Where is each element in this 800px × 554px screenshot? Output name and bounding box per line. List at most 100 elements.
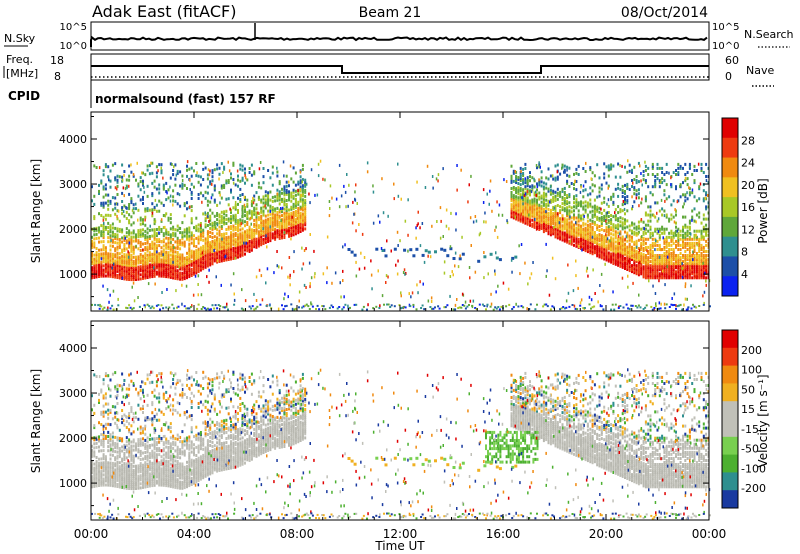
range-gate-cell — [216, 254, 219, 258]
range-gate-cell — [186, 251, 188, 255]
range-gate-cell — [125, 184, 128, 188]
range-gate-cell — [538, 211, 541, 215]
range-gate-cell — [255, 203, 258, 207]
range-gate-cell — [639, 164, 641, 168]
range-gate-cell — [190, 190, 193, 194]
range-gate-cell — [162, 226, 165, 230]
range-gate-cell — [423, 308, 426, 311]
range-gate-cell — [162, 260, 165, 264]
range-gate-cell — [651, 185, 654, 189]
range-gate-cell — [640, 256, 643, 260]
range-gate-cell — [137, 241, 140, 245]
range-gate-cell — [614, 211, 616, 215]
range-gate-cell — [563, 191, 566, 194]
range-gate-cell — [656, 260, 659, 264]
range-gate-cell — [686, 237, 689, 241]
range-gate-cell — [691, 256, 694, 260]
range-gate-cell — [181, 302, 183, 306]
range-gate-cell — [600, 201, 603, 205]
range-gate-cell — [461, 235, 463, 239]
range-gate-cell — [278, 230, 281, 234]
range-gate-cell — [582, 207, 585, 211]
range-gate-cell — [631, 195, 633, 199]
range-gate-cell — [635, 268, 638, 272]
range-gate-cell — [95, 261, 98, 265]
range-gate-cell — [102, 232, 105, 235]
range-gate-cell — [102, 223, 105, 227]
range-gate-cell — [109, 262, 112, 266]
range-gate-cell — [213, 200, 216, 204]
range-gate-cell — [661, 177, 664, 181]
range-gate-cell — [641, 197, 643, 201]
range-gate-cell — [158, 225, 161, 229]
range-gate-cell — [216, 246, 219, 250]
range-gate-cell — [515, 215, 518, 219]
range-gate-cell — [274, 215, 277, 219]
range-gate-cell — [301, 222, 304, 226]
range-gate-cell — [158, 187, 161, 191]
range-gate-cell — [204, 166, 207, 170]
range-gate-cell — [264, 218, 267, 222]
range-gate-cell — [688, 231, 691, 235]
range-gate-cell — [183, 202, 186, 206]
range-gate-cell — [269, 212, 272, 216]
range-gate-cell — [137, 267, 140, 271]
range-gate-cell — [563, 170, 565, 174]
range-gate-cell — [285, 227, 288, 231]
range-gate-cell — [654, 229, 657, 233]
range-gate-cell — [536, 214, 538, 218]
range-gate-cell — [338, 163, 341, 167]
range-gate-cell — [610, 226, 613, 230]
range-gate-cell — [195, 259, 198, 263]
range-gate-cell — [218, 166, 221, 170]
range-gate-cell — [230, 219, 232, 222]
range-gate-cell — [93, 245, 96, 249]
range-gate-cell — [591, 213, 594, 217]
range-gate-cell — [686, 274, 689, 278]
range-gate-cell — [267, 231, 270, 235]
range-gate-cell — [526, 182, 529, 186]
range-gate-cell — [244, 248, 246, 252]
range-gate-cell — [165, 254, 168, 258]
range-gate-cell — [172, 233, 175, 237]
range-gate-cell — [454, 264, 456, 268]
range-gate-cell — [512, 194, 515, 198]
range-gate-cell — [640, 268, 643, 272]
range-gate-cell — [628, 250, 631, 254]
range-gate-cell — [186, 237, 188, 241]
range-gate-cell — [204, 217, 207, 221]
range-gate-cell — [213, 243, 216, 247]
range-gate-cell — [294, 218, 297, 222]
range-gate-cell — [227, 245, 230, 249]
range-gate-cell — [684, 297, 687, 301]
range-gate-cell — [642, 271, 645, 275]
range-gate-cell — [294, 214, 297, 218]
range-gate-cell — [160, 250, 163, 254]
range-gate-cell — [123, 271, 126, 275]
range-gate-cell — [144, 215, 147, 219]
range-gate-cell — [617, 263, 620, 267]
range-gate-cell — [658, 229, 661, 233]
range-gate-cell — [155, 304, 158, 307]
range-gate-cell — [575, 238, 578, 242]
range-gate-cell — [174, 262, 177, 266]
range-gate-cell — [651, 270, 654, 274]
range-gate-cell — [294, 222, 297, 226]
range-gate-cell — [213, 253, 216, 257]
range-gate-cell — [536, 220, 538, 224]
range-gate-cell — [177, 305, 180, 308]
range-gate-cell — [658, 209, 661, 213]
range-gate-cell — [172, 231, 175, 235]
range-gate-cell — [607, 225, 610, 229]
range-gate-cell — [253, 194, 256, 198]
range-gate-cell — [533, 215, 536, 219]
range-gate-cell — [545, 212, 548, 216]
range-gate-cell — [195, 257, 198, 261]
range-gate-cell — [139, 228, 142, 232]
range-gate-cell — [614, 218, 617, 222]
range-gate-cell — [688, 260, 691, 264]
range-gate-cell — [202, 212, 205, 216]
range-gate-cell — [554, 221, 557, 225]
range-gate-cell — [255, 213, 258, 217]
range-gate-cell — [193, 185, 195, 189]
